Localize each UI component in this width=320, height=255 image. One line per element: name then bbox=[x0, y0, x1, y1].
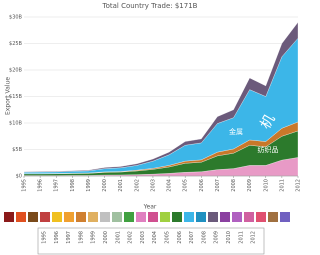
timeline-year[interactable]: 2005 bbox=[165, 231, 171, 244]
annotation: 纺织品 bbox=[258, 145, 279, 154]
timeline-year[interactable]: 1996 bbox=[54, 231, 60, 244]
timeline-year[interactable]: 2000 bbox=[103, 231, 109, 244]
x-tick-label: 2012 bbox=[296, 179, 301, 192]
timeline-year[interactable]: 1995 bbox=[42, 231, 48, 244]
timeline-year[interactable]: 1999 bbox=[91, 231, 97, 244]
y-tick-label: $15B bbox=[9, 94, 23, 100]
area bbox=[23, 21, 299, 173]
icon[interactable] bbox=[64, 212, 74, 222]
timeline-year[interactable]: 2012 bbox=[251, 231, 257, 244]
x-tick-label: 2011 bbox=[279, 179, 285, 192]
x-tick-label: 2006 bbox=[199, 179, 205, 192]
x-tick-label: 2002 bbox=[134, 179, 140, 192]
annotation: 机 bbox=[258, 112, 279, 132]
y-axis-label: Export Value bbox=[5, 77, 12, 115]
x-tick-label: 2003 bbox=[150, 179, 156, 192]
icon[interactable] bbox=[232, 212, 242, 222]
x-tick-label: 1999 bbox=[86, 179, 92, 192]
icon[interactable] bbox=[244, 212, 254, 222]
icon[interactable] bbox=[280, 212, 290, 222]
timeline-year[interactable]: 1997 bbox=[66, 231, 72, 244]
icon[interactable] bbox=[4, 212, 14, 222]
icon[interactable] bbox=[160, 212, 170, 222]
x-tick-label: 1998 bbox=[70, 179, 76, 192]
icon[interactable] bbox=[148, 212, 158, 222]
x-tick-label: 2005 bbox=[183, 179, 189, 192]
icon[interactable] bbox=[124, 212, 134, 222]
chart: Total Country Trade: $171B Export Value … bbox=[4, 2, 301, 255]
y-tick-label: $10B bbox=[9, 121, 23, 127]
icon[interactable] bbox=[88, 212, 98, 222]
y-tick-label: $20B bbox=[9, 68, 23, 74]
icon[interactable] bbox=[136, 212, 146, 222]
timeline-year[interactable]: 2007 bbox=[189, 231, 195, 244]
icon[interactable] bbox=[220, 212, 230, 222]
timeline-year[interactable]: 2003 bbox=[140, 231, 146, 244]
x-tick-label: 1996 bbox=[38, 179, 44, 192]
timeline-year[interactable]: 2009 bbox=[214, 231, 220, 244]
icon[interactable] bbox=[208, 212, 218, 222]
icon[interactable] bbox=[40, 212, 50, 222]
icon[interactable] bbox=[52, 212, 62, 222]
icon[interactable] bbox=[268, 212, 278, 222]
icon[interactable] bbox=[256, 212, 266, 222]
timeline-year[interactable]: 2002 bbox=[128, 231, 134, 244]
y-tick-label: $5B bbox=[12, 147, 22, 153]
chart-title: Total Country Trade: $171B bbox=[102, 2, 198, 10]
icon[interactable] bbox=[172, 212, 182, 222]
x-tick-label: 2001 bbox=[118, 179, 124, 192]
timeline-year[interactable]: 2008 bbox=[201, 231, 207, 244]
x-tick-label: 2004 bbox=[167, 179, 173, 192]
x-tick-label: 2008 bbox=[231, 179, 237, 192]
timeline-year[interactable]: 2006 bbox=[177, 231, 183, 244]
timeline-year[interactable]: 2011 bbox=[238, 231, 244, 244]
y-tick-label: $25B bbox=[9, 41, 23, 47]
x-tick-label: 1995 bbox=[22, 179, 28, 192]
icon[interactable] bbox=[184, 212, 194, 222]
timeline-year[interactable]: 2010 bbox=[226, 231, 232, 244]
icon[interactable] bbox=[100, 212, 110, 222]
x-tick-label: 2009 bbox=[247, 179, 253, 192]
timeline-year[interactable]: 1998 bbox=[78, 231, 84, 244]
icon[interactable] bbox=[112, 212, 122, 222]
y-tick-label: $0 bbox=[16, 174, 22, 180]
icon[interactable] bbox=[16, 212, 26, 222]
annotation: 金属 bbox=[229, 127, 243, 136]
icon-row bbox=[4, 212, 290, 222]
timeline-box bbox=[37, 227, 265, 255]
icon[interactable] bbox=[28, 212, 38, 222]
timeline-year[interactable]: 2004 bbox=[152, 231, 158, 244]
x-tick-label: 2010 bbox=[263, 179, 269, 192]
x-axis-label: Year bbox=[143, 204, 157, 211]
icon[interactable] bbox=[76, 212, 86, 222]
y-tick-label: $30B bbox=[9, 15, 23, 21]
icon[interactable] bbox=[196, 212, 206, 222]
x-tick-label: 2007 bbox=[215, 179, 221, 192]
x-tick-label: 2000 bbox=[102, 179, 108, 192]
timeline-year[interactable]: 2001 bbox=[115, 231, 121, 244]
x-tick-label: 1997 bbox=[54, 179, 60, 192]
